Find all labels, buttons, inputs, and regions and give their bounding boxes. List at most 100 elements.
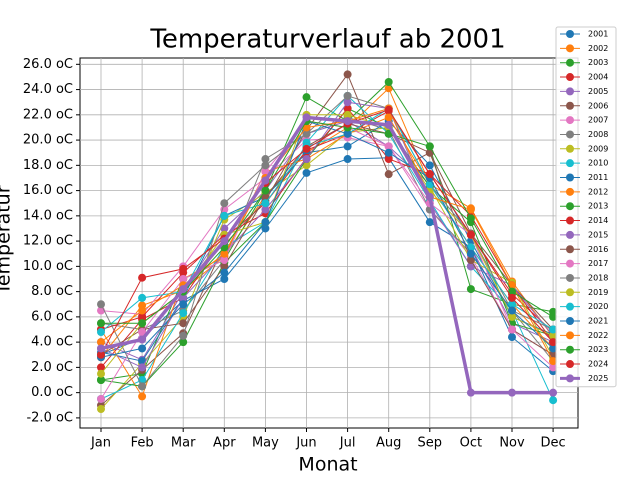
- legend-marker: [566, 58, 574, 67]
- data-point: [97, 300, 105, 309]
- data-point: [425, 218, 434, 227]
- legend-marker: [566, 202, 574, 211]
- data-point: [508, 306, 516, 315]
- data-point: [97, 338, 105, 347]
- x-axis-label: Monat: [298, 454, 357, 476]
- data-point: [508, 287, 516, 296]
- series-line: [100, 109, 554, 356]
- data-point: [302, 93, 311, 102]
- data-point: [138, 335, 147, 344]
- series-line: [100, 101, 554, 369]
- data-point: [384, 155, 393, 164]
- legend-marker: [566, 245, 574, 254]
- x-tick-label: Mar: [171, 436, 196, 451]
- legend-label: 2001: [588, 30, 608, 39]
- legend-label: 2003: [588, 58, 608, 67]
- data-point: [343, 142, 352, 151]
- legend-marker: [566, 159, 574, 168]
- data-point: [179, 338, 188, 347]
- data-point: [179, 274, 188, 283]
- series-line: [100, 123, 554, 356]
- data-point: [466, 285, 475, 294]
- data-point: [549, 325, 558, 334]
- legend-label: 2010: [588, 159, 608, 168]
- data-point: [343, 70, 352, 79]
- legend-marker: [566, 116, 574, 125]
- data-point: [384, 84, 393, 93]
- data-point: [549, 396, 558, 405]
- x-tick-label: Apr: [213, 436, 236, 451]
- x-tick-label: Oct: [460, 436, 482, 451]
- data-point: [261, 186, 270, 195]
- data-point: [220, 262, 229, 271]
- legend-marker: [566, 331, 574, 340]
- legend-label: 2013: [588, 202, 608, 211]
- data-point: [549, 344, 558, 353]
- data-point: [97, 363, 105, 372]
- data-point: [220, 199, 229, 208]
- data-point: [343, 117, 352, 126]
- data-point: [220, 211, 229, 220]
- data-point: [343, 129, 352, 138]
- x-tick-label: Dec: [541, 436, 566, 451]
- data-point: [97, 394, 105, 403]
- data-point: [138, 344, 147, 353]
- data-point: [549, 363, 558, 372]
- data-point: [466, 249, 475, 258]
- y-tick-label: -2.0 oC: [26, 410, 73, 425]
- data-point: [261, 205, 270, 214]
- data-point: [508, 312, 516, 321]
- legend-label: 2002: [588, 44, 608, 53]
- legend-label: 2005: [588, 87, 608, 96]
- data-point: [261, 199, 270, 208]
- data-point: [425, 192, 434, 201]
- legend-marker: [566, 273, 574, 282]
- data-point: [261, 218, 270, 227]
- series-line: [100, 107, 554, 343]
- data-point: [508, 293, 516, 302]
- data-point: [97, 405, 105, 414]
- data-point: [549, 357, 558, 366]
- data-point: [138, 392, 147, 401]
- legend-marker: [566, 144, 574, 153]
- data-point: [302, 168, 311, 177]
- data-point: [97, 376, 105, 385]
- legend-marker: [566, 259, 574, 268]
- x-tick-label: Jul: [339, 436, 356, 451]
- legend-label: 2004: [588, 73, 608, 82]
- data-point: [220, 268, 229, 277]
- data-point: [179, 285, 188, 294]
- legend-marker: [566, 30, 574, 38]
- data-point: [97, 350, 105, 359]
- y-tick-label: 8.0 oC: [31, 284, 73, 299]
- data-point: [425, 142, 434, 151]
- y-axis-label: Temperatur: [0, 185, 15, 295]
- data-point: [508, 388, 516, 397]
- legend-marker: [566, 374, 574, 383]
- legend-label: 2023: [588, 345, 608, 354]
- legend-marker: [566, 187, 574, 196]
- data-point: [261, 192, 270, 201]
- data-point: [261, 161, 270, 170]
- y-tick-label: 16.0 oC: [23, 183, 73, 198]
- data-point: [220, 237, 229, 246]
- data-point: [343, 110, 352, 119]
- data-point: [261, 155, 270, 164]
- data-point: [302, 161, 311, 170]
- data-point: [508, 325, 516, 334]
- x-tick-label: Nov: [499, 436, 525, 451]
- x-tick-label: Sep: [418, 436, 443, 451]
- data-point: [138, 382, 147, 391]
- legend-label: 2022: [588, 331, 608, 340]
- data-point: [549, 338, 558, 347]
- legend-marker: [566, 288, 574, 297]
- data-point: [261, 176, 270, 185]
- data-point: [384, 148, 393, 157]
- data-point: [261, 167, 270, 176]
- data-point: [549, 388, 558, 397]
- data-point: [220, 274, 229, 283]
- y-tick-label: 20.0 oC: [23, 133, 73, 148]
- data-point: [97, 344, 105, 353]
- data-point: [466, 205, 475, 214]
